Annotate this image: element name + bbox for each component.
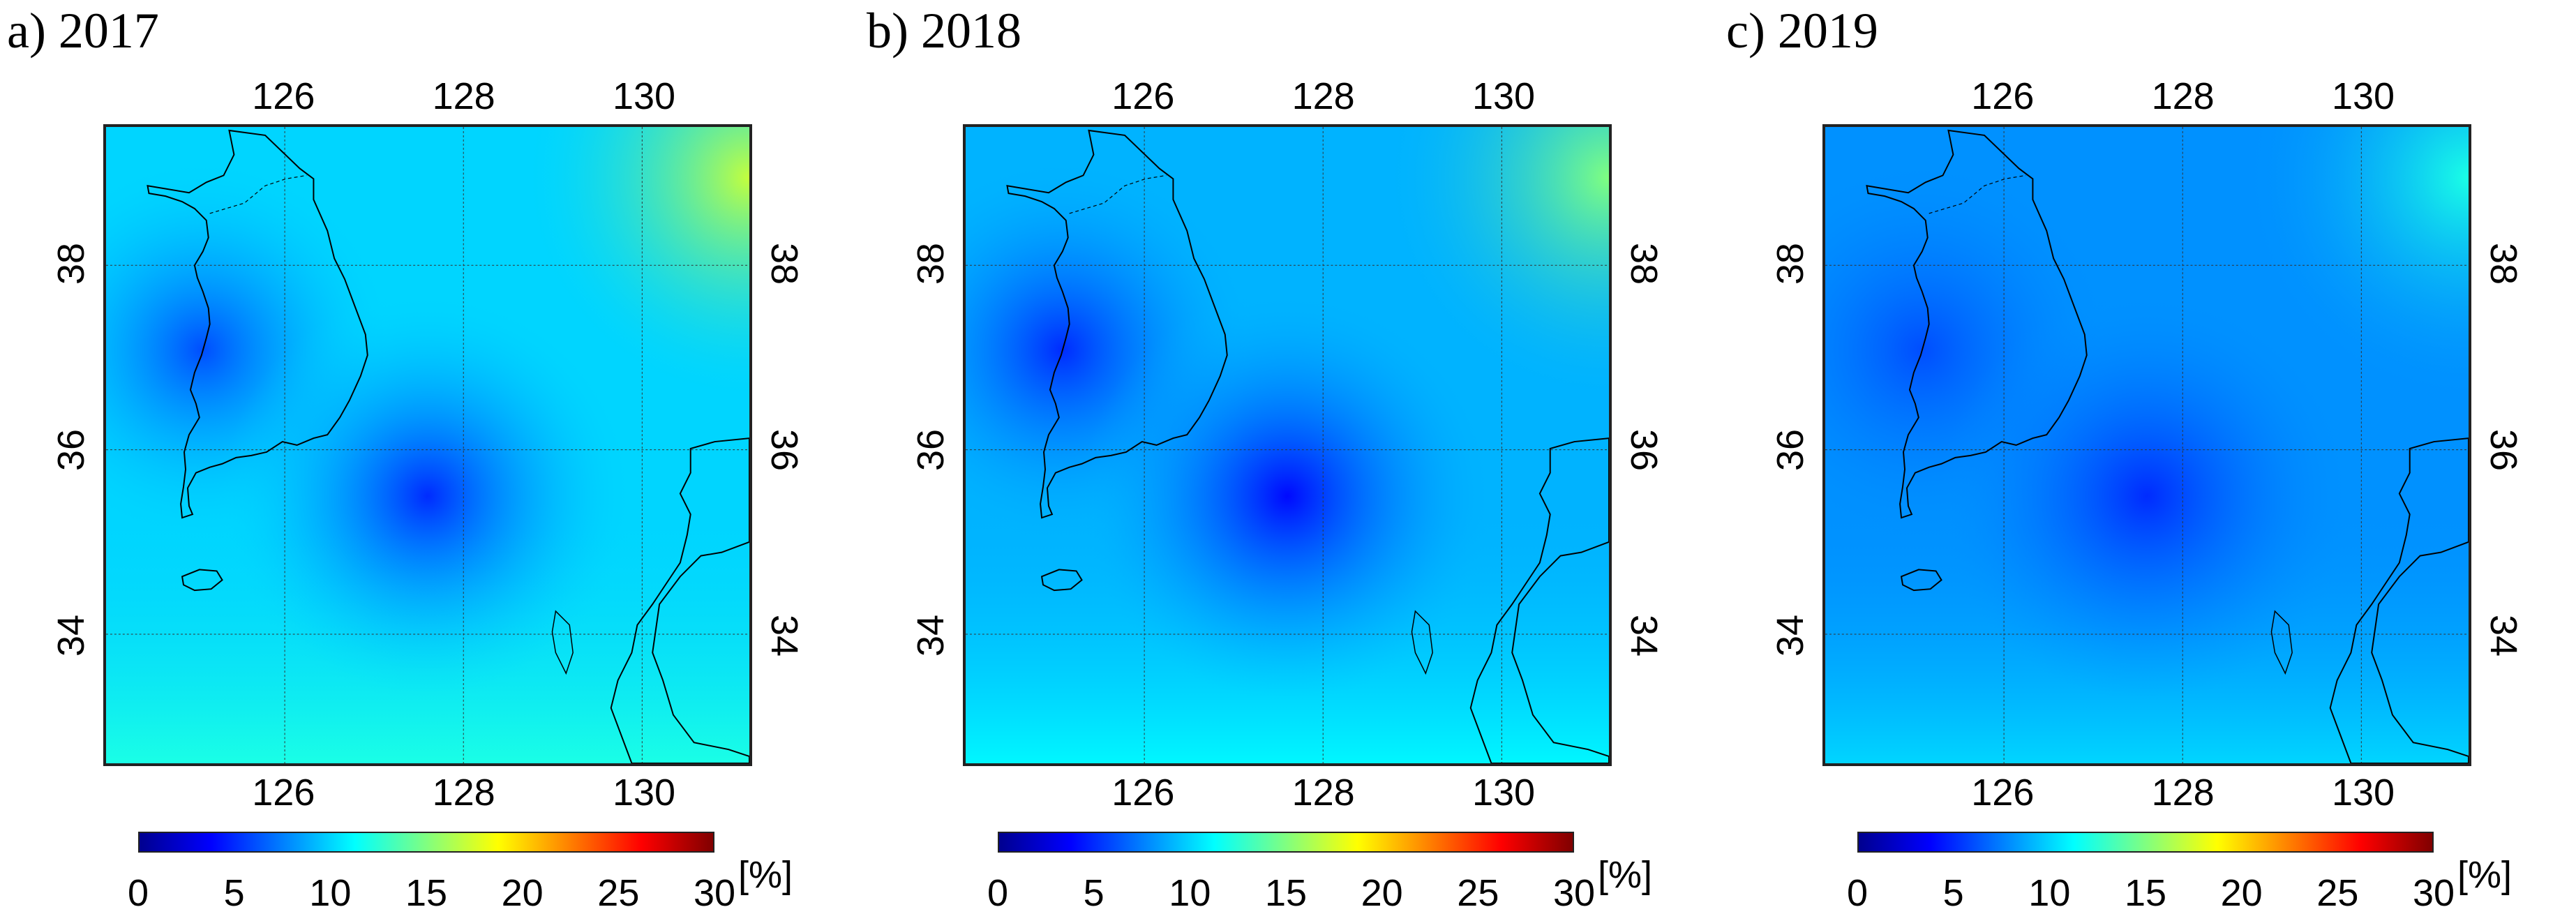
- lat-tick-right: 34: [1623, 615, 1665, 657]
- colorbar-tick: 20: [1361, 872, 1403, 914]
- colorbar-tick: 30: [1552, 872, 1596, 914]
- map-frame: [963, 124, 1612, 766]
- lon-tick-top: 130: [1472, 75, 1536, 117]
- lon-tick-bottom: 130: [2331, 772, 2395, 814]
- panel-title: b) 2018: [867, 3, 1021, 59]
- colorbar-tick: 0: [1846, 872, 1869, 914]
- border-line: [209, 174, 307, 214]
- colorbar-tick: 25: [1457, 872, 1499, 914]
- japan-coastline: [1469, 437, 1609, 763]
- colorbar: [138, 832, 714, 853]
- lon-tick-bottom: 128: [2151, 772, 2215, 814]
- lon-tick-top: 126: [252, 75, 315, 117]
- lon-tick-top: 130: [612, 75, 676, 117]
- field-northeast-high: [1825, 127, 2469, 763]
- lon-tick-bottom: 128: [432, 772, 495, 814]
- lon-tick-bottom: 126: [1111, 772, 1175, 814]
- panel-1: b) 2018 126 126 128 128 130 130 38 38 36 36 34 34 0 5 1…: [860, 0, 1718, 914]
- jeju-island: [1900, 569, 1942, 592]
- lat-tick-left: 34: [50, 615, 92, 657]
- lat-tick-right: 34: [2483, 615, 2524, 657]
- lon-tick-top: 130: [2331, 75, 2395, 117]
- colorbar-tick: 20: [501, 872, 544, 914]
- colorbar-tick: 15: [2124, 872, 2167, 914]
- panel-title: a) 2017: [7, 3, 159, 59]
- border-line: [1929, 174, 2026, 214]
- colorbar-tick: 5: [223, 872, 245, 914]
- lon-tick-bottom: 128: [1291, 772, 1355, 814]
- tsushima-island: [1411, 610, 1433, 675]
- field-northeast-high: [106, 127, 749, 763]
- map-frame: [1822, 124, 2471, 766]
- lon-tick-top: 128: [432, 75, 495, 117]
- japan-coastline: [2329, 437, 2469, 763]
- jeju-island: [1040, 569, 1083, 592]
- lat-tick-left: 36: [910, 428, 952, 471]
- tsushima-island: [551, 610, 574, 675]
- lon-tick-bottom: 130: [612, 772, 676, 814]
- lat-tick-right: 36: [2483, 428, 2524, 471]
- lat-tick-right: 34: [763, 615, 805, 657]
- colorbar-tick: 5: [1942, 872, 1964, 914]
- map-frame: [103, 124, 752, 766]
- lon-tick-top: 128: [1291, 75, 1355, 117]
- colorbar-tick: 5: [1083, 872, 1104, 914]
- colorbar-tick: 0: [127, 872, 149, 914]
- lat-tick-right: 36: [763, 428, 805, 471]
- colorbar-tick: 25: [597, 872, 640, 914]
- lon-tick-top: 126: [1971, 75, 2035, 117]
- colorbar-unit: [%]: [738, 854, 793, 896]
- colorbar-unit: [%]: [1598, 854, 1653, 896]
- colorbar: [1857, 832, 2434, 853]
- lat-tick-left: 38: [1769, 242, 1811, 285]
- lat-tick-left: 38: [910, 242, 952, 285]
- border-line: [1069, 174, 1167, 214]
- panel-2: c) 2019 126 126 128 128 130 130 38 38 36 36 34 34 0 5 1…: [1719, 0, 2576, 914]
- lon-tick-bottom: 130: [1472, 772, 1536, 814]
- korea-coastline: [1866, 129, 2088, 519]
- lat-tick-right: 38: [2483, 242, 2524, 285]
- lon-tick-bottom: 126: [1971, 772, 2035, 814]
- lat-tick-left: 38: [50, 242, 92, 285]
- colorbar-unit: [%]: [2457, 854, 2513, 896]
- colorbar-tick: 15: [1264, 872, 1308, 914]
- colorbar-tick: 25: [2316, 872, 2359, 914]
- japan-coastline: [610, 437, 749, 763]
- colorbar-tick: 30: [2412, 872, 2455, 914]
- lon-tick-bottom: 126: [252, 772, 315, 814]
- colorbar-tick: 20: [2220, 872, 2263, 914]
- lat-tick-right: 36: [1623, 428, 1665, 471]
- korea-coastline: [147, 129, 368, 519]
- lat-tick-right: 38: [763, 242, 805, 285]
- panel-0: a) 2017 126 126 128 128 130 130 38 38 36 36 34 34 0 5 1…: [0, 0, 858, 914]
- colorbar-tick: 0: [987, 872, 1009, 914]
- lat-tick-left: 34: [910, 615, 952, 657]
- lat-tick-right: 38: [1623, 242, 1665, 285]
- lat-tick-left: 36: [1769, 428, 1811, 471]
- tsushima-island: [2270, 610, 2293, 675]
- panel-title: c) 2019: [1726, 3, 1878, 59]
- lon-tick-top: 128: [2151, 75, 2215, 117]
- lon-tick-top: 126: [1111, 75, 1175, 117]
- colorbar-tick: 10: [2028, 872, 2071, 914]
- jeju-island: [181, 569, 223, 592]
- colorbar: [998, 832, 1574, 853]
- colorbar-tick: 15: [405, 872, 448, 914]
- field-northeast-high: [966, 127, 1609, 763]
- colorbar-tick: 30: [693, 872, 736, 914]
- lat-tick-left: 34: [1769, 615, 1811, 657]
- colorbar-tick: 10: [1169, 872, 1211, 914]
- lat-tick-left: 36: [50, 428, 92, 471]
- korea-coastline: [1006, 129, 1228, 519]
- colorbar-tick: 10: [309, 872, 352, 914]
